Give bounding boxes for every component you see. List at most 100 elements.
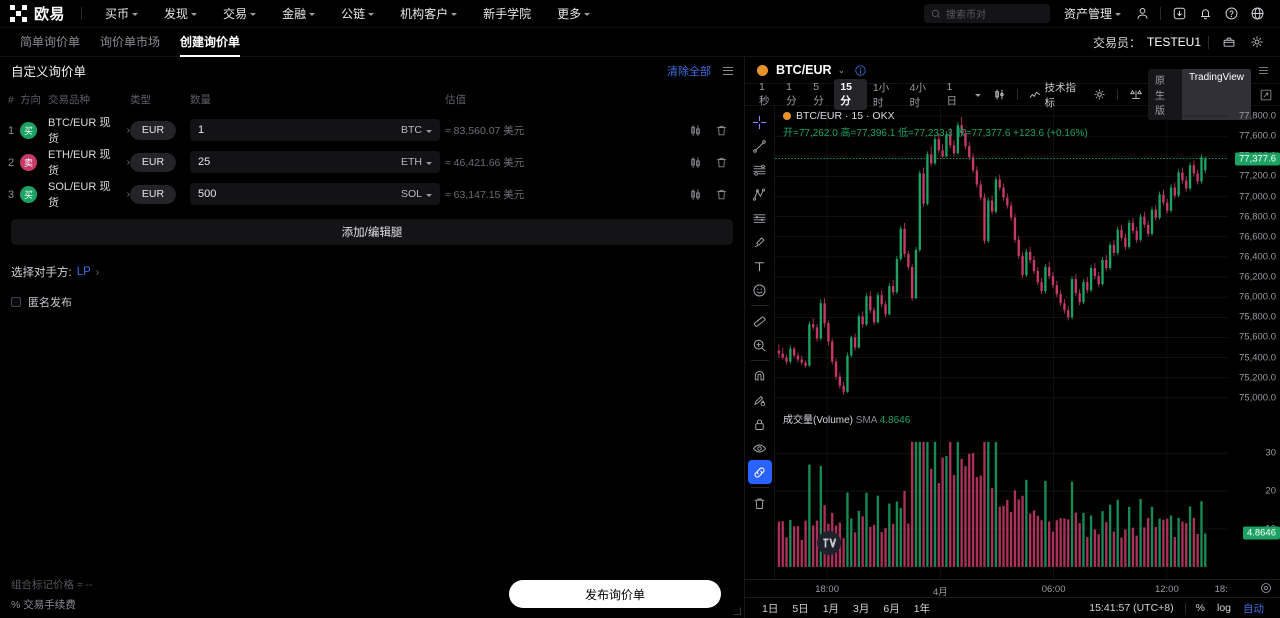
help-button[interactable] <box>1218 1 1244 27</box>
table-row[interactable]: 2 卖 ETH/EUR 现货 › EUR ETH ≈ 46,421.66 美元 <box>0 146 744 178</box>
emoji-icon[interactable] <box>748 278 772 302</box>
scale-log-button[interactable]: log <box>1216 602 1231 614</box>
add-edit-leg-button[interactable]: 添加/编辑腿 <box>11 219 733 245</box>
text-icon[interactable] <box>748 254 772 278</box>
timeframe-1d[interactable]: 1日 <box>946 81 958 107</box>
table-row[interactable]: 3 买 SOL/EUR 现货 › EUR SOL ≈ 63,147.15 美元 <box>0 178 744 210</box>
horizontal-lines-icon[interactable] <box>748 158 772 182</box>
range-1d[interactable]: 1日 <box>762 602 779 615</box>
tab-create-rfq[interactable]: 创建询价单 <box>170 28 250 57</box>
brush-icon[interactable] <box>748 230 772 254</box>
candlestick-icon[interactable] <box>689 188 702 201</box>
language-button[interactable] <box>1244 1 1270 27</box>
range-1mo[interactable]: 1月 <box>822 602 840 615</box>
resize-grip-icon[interactable] <box>733 607 741 615</box>
instrument-selector[interactable]: SOL/EUR 现货 › <box>48 178 130 210</box>
chart-plot-area[interactable]: BTC/EUR · 15 · OKX 开=77,262.0 高=77,396.1… <box>775 106 1228 579</box>
time-axis[interactable]: 18:00 4月 06:00 12:00 18: <box>745 579 1280 598</box>
scale-percent-button[interactable]: % <box>1195 602 1205 614</box>
quantity-input-wrap[interactable]: SOL <box>190 183 440 205</box>
pencil-lock-icon[interactable] <box>748 388 772 412</box>
info-icon[interactable] <box>854 64 867 77</box>
quantity-input[interactable] <box>198 124 401 136</box>
direction-badge-sell[interactable]: 卖 <box>20 153 37 171</box>
clear-all-button[interactable]: 清除全部 <box>667 65 711 78</box>
quantity-input-wrap[interactable]: BTC <box>190 119 440 141</box>
pitchfork-icon[interactable] <box>748 182 772 206</box>
publish-rfq-button[interactable]: 发布询价单 <box>509 580 721 608</box>
range-3mo[interactable]: 3月 <box>853 602 870 615</box>
compare-button[interactable] <box>1124 88 1148 101</box>
axis-settings-icon[interactable] <box>1260 582 1272 594</box>
candlestick-icon[interactable] <box>689 156 702 169</box>
type-pill[interactable]: EUR <box>130 152 176 172</box>
timeframe-1m[interactable]: 1分 <box>786 81 797 107</box>
nav-item-institutional[interactable]: 机构客户 <box>387 0 470 28</box>
delete-row-icon[interactable] <box>715 156 728 169</box>
asset-management-menu[interactable]: 资产管理 <box>1064 5 1121 22</box>
range-1y[interactable]: 1年 <box>913 602 931 615</box>
more-options-icon[interactable] <box>1259 66 1268 74</box>
timeframe-15m[interactable]: 15分 <box>834 79 867 110</box>
tab-rfq-market[interactable]: 询价单市场 <box>100 34 161 49</box>
crosshair-icon[interactable] <box>748 110 772 134</box>
nav-item-discover[interactable]: 发现 <box>151 0 210 28</box>
quantity-input[interactable] <box>198 156 401 168</box>
zoom-icon[interactable] <box>748 333 772 357</box>
instrument-selector[interactable]: BTC/EUR 现货 › <box>48 114 130 146</box>
quantity-input-wrap[interactable]: ETH <box>190 151 440 173</box>
scale-auto-button[interactable]: 自动 <box>1243 602 1264 615</box>
nav-item-more[interactable]: 更多 <box>544 0 603 28</box>
nav-item-trade[interactable]: 交易 <box>210 0 269 28</box>
quantity-unit-selector[interactable]: SOL <box>401 188 432 200</box>
quantity-unit-selector[interactable]: BTC <box>401 124 432 136</box>
link-icon[interactable] <box>747 460 772 484</box>
quantity-unit-selector[interactable]: ETH <box>401 156 432 168</box>
timeframe-5m[interactable]: 5分 <box>813 81 824 107</box>
chart-pair-name[interactable]: BTC/EUR <box>776 63 832 77</box>
download-app-button[interactable] <box>1166 1 1192 27</box>
eye-icon[interactable] <box>748 436 772 460</box>
range-5d[interactable]: 5日 <box>792 602 809 615</box>
chevron-down-icon[interactable] <box>974 94 981 97</box>
timeframe-4h[interactable]: 4小时 <box>909 81 927 109</box>
candlestick-icon[interactable] <box>689 124 702 137</box>
search-input[interactable]: 搜索币对 <box>923 4 1050 23</box>
direction-badge-buy[interactable]: 买 <box>20 121 37 139</box>
direction-badge-buy[interactable]: 买 <box>20 185 37 203</box>
brand-logo[interactable]: 欧易 <box>10 3 65 24</box>
delete-row-icon[interactable] <box>715 188 728 201</box>
fullscreen-icon[interactable] <box>1260 89 1272 101</box>
trend-line-icon[interactable] <box>748 134 772 158</box>
table-row[interactable]: 1 买 BTC/EUR 现货 › EUR BTC ≈ 83,560.07 美元 <box>0 114 744 146</box>
type-pill[interactable]: EUR <box>130 184 176 204</box>
range-6mo[interactable]: 6月 <box>883 602 900 615</box>
quantity-input[interactable] <box>198 188 401 200</box>
menu-icon[interactable] <box>723 66 733 75</box>
user-account-button[interactable] <box>1129 1 1155 27</box>
chevron-down-icon[interactable]: ⌄ <box>837 64 846 75</box>
chart-settings-button[interactable] <box>1088 88 1111 101</box>
indicators-button[interactable]: 技术指标 <box>1024 80 1089 110</box>
price-axis[interactable]: 77,800.077,600.077,400.077,200.077,000.0… <box>1228 106 1280 579</box>
trash-icon[interactable] <box>748 491 772 515</box>
timeframe-1h[interactable]: 1小时 <box>872 81 890 109</box>
lock-icon[interactable] <box>748 412 772 436</box>
settings-button[interactable] <box>1244 29 1270 55</box>
timeframe-1s[interactable]: 1秒 <box>759 81 770 107</box>
nav-item-finance[interactable]: 金融 <box>269 0 328 28</box>
type-pill[interactable]: EUR <box>130 120 176 140</box>
engine-tradingview[interactable]: TradingView <box>1181 69 1251 120</box>
nav-item-academy[interactable]: 新手学院 <box>470 0 544 28</box>
instrument-selector[interactable]: ETH/EUR 现货 › <box>48 146 130 178</box>
ruler-icon[interactable] <box>748 309 772 333</box>
nav-item-buy-crypto[interactable]: 买币 <box>92 0 151 28</box>
anonymous-checkbox[interactable] <box>11 297 21 307</box>
delete-row-icon[interactable] <box>715 124 728 137</box>
magnet-icon[interactable] <box>748 364 772 388</box>
notifications-button[interactable] <box>1192 1 1218 27</box>
engine-native[interactable]: 原生版 <box>1155 76 1166 117</box>
fib-icon[interactable] <box>748 206 772 230</box>
tab-simple-rfq[interactable]: 简单询价单 <box>20 34 81 49</box>
box-button[interactable] <box>1216 29 1242 55</box>
